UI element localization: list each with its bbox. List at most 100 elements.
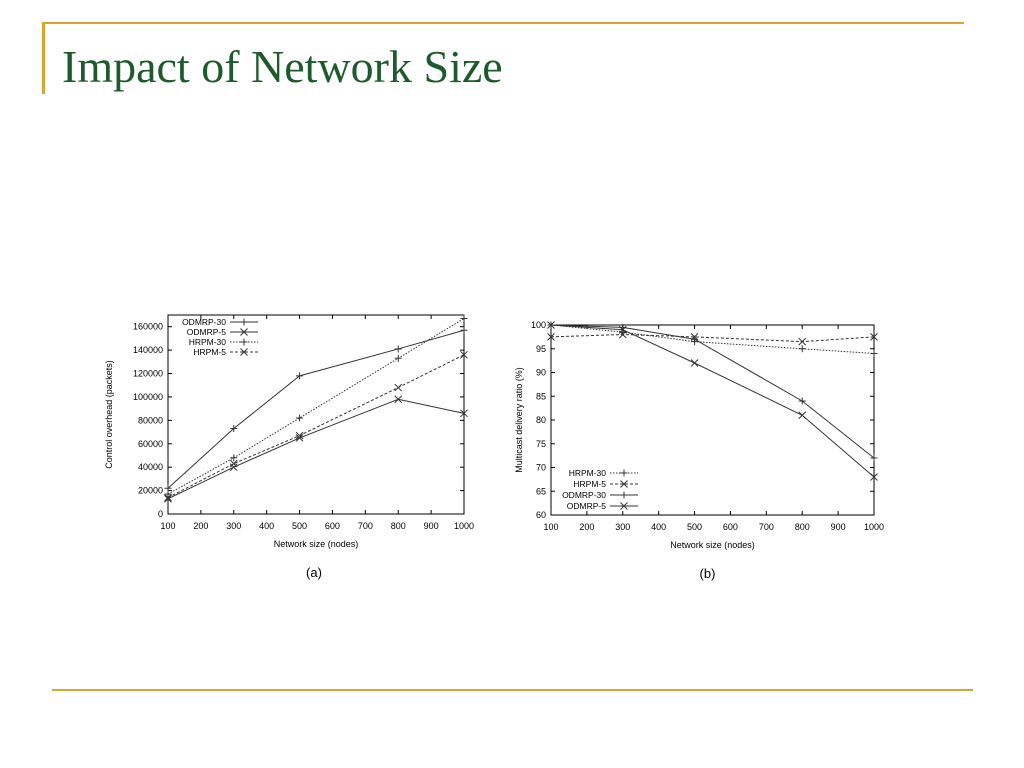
data-point [295,434,304,442]
data-point [798,345,806,353]
data-point [460,315,468,323]
x-tick-label: 500 [292,521,307,531]
legend-marker [240,338,248,346]
series-odmrp-5 [547,321,878,481]
data-point [547,333,555,341]
data-point [295,431,304,440]
legend-label: ODMRP-30 [562,490,606,500]
data-point [164,490,172,498]
series-odmrp-30 [164,326,468,492]
data-point [870,473,878,481]
x-tick-label: 700 [358,521,373,531]
data-point [798,411,807,420]
legend-marker [620,469,628,477]
data-point [296,372,304,380]
data-point [547,321,555,329]
legend-marker [620,502,628,510]
panel-label: (b) [700,566,716,581]
series-line [550,333,875,343]
data-point [460,409,468,418]
x-tick-label: 100 [543,522,558,532]
y-tick-label: 100000 [133,392,163,402]
slide-title: Impact of Network Size [62,41,503,92]
y-tick-label: 65 [536,486,546,496]
series-odmrp-5 [164,395,468,503]
y-tick-label: 100 [531,320,546,330]
data-point [230,425,238,433]
top-rule [42,22,964,24]
legend-label: ODMRP-5 [567,501,606,511]
x-tick-label: 200 [579,522,594,532]
data-point [460,350,468,359]
legend-label: ODMRP-30 [182,317,226,327]
legend-marker [240,318,248,326]
data-point [296,414,304,422]
data-point [798,337,807,346]
x-tick-label: 600 [723,522,738,532]
x-tick-label: 600 [325,521,340,531]
data-point [164,484,172,492]
y-tick-label: 85 [536,391,546,401]
x-tick-label: 1000 [864,522,884,532]
series-line [550,324,875,478]
data-point [164,493,172,502]
data-point [394,383,403,392]
series-hrpm-5 [164,350,468,502]
x-tick-label: 300 [226,521,241,531]
data-point [460,326,468,334]
data-point [230,454,238,462]
y-tick-label: 40000 [138,462,163,472]
data-point [394,345,402,353]
x-tick-label: 400 [259,521,274,531]
plot-frame [167,314,465,515]
data-point [870,350,878,357]
y-tick-label: 80 [536,415,546,425]
x-tick-label: 400 [651,522,666,532]
data-point [870,333,878,341]
series-hrpm-30 [164,315,468,498]
y-axis-label: Multicast delivery ratio (%) [514,367,524,473]
y-tick-label: 60 [536,510,546,520]
x-tick-label: 300 [615,522,630,532]
x-tick-label: 900 [424,521,439,531]
y-tick-label: 70 [536,463,546,473]
legend-marker [620,480,628,488]
legend-label: ODMRP-5 [187,327,226,337]
series-line [550,324,875,459]
x-tick-label: 800 [391,521,406,531]
y-tick-label: 20000 [138,486,163,496]
legend-marker [240,348,248,356]
data-point [229,459,238,468]
data-point [690,359,699,367]
data-point [618,325,627,334]
x-tick-label: 900 [831,522,846,532]
x-tick-label: 200 [193,521,208,531]
bottom-rule [52,689,973,691]
legend-marker [620,491,628,499]
data-point [394,395,403,404]
y-tick-label: 60000 [138,439,163,449]
x-axis-label: Network size (nodes) [670,540,755,550]
x-tick-label: 800 [795,522,810,532]
x-axis-label: Network size (nodes) [274,539,359,549]
data-point [691,335,699,343]
legend-label: HRPM-5 [193,347,226,357]
legend-label: HRPM-30 [189,337,227,347]
y-axis-label: Control overhead (packets) [104,360,114,469]
legend-label: HRPM-30 [569,468,607,478]
data-point [798,397,806,405]
y-tick-label: 160000 [133,322,163,332]
x-tick-label: 100 [160,521,175,531]
y-tick-label: 140000 [133,345,163,355]
y-tick-label: 95 [536,344,546,354]
data-point [870,454,878,462]
y-tick-label: 120000 [133,369,163,379]
y-tick-label: 90 [536,368,546,378]
legend-label: HRPM-5 [573,479,606,489]
y-tick-label: 0 [158,509,163,519]
legend-marker [240,328,248,336]
y-tick-label: 75 [536,439,546,449]
x-tick-label: 1000 [454,521,474,531]
